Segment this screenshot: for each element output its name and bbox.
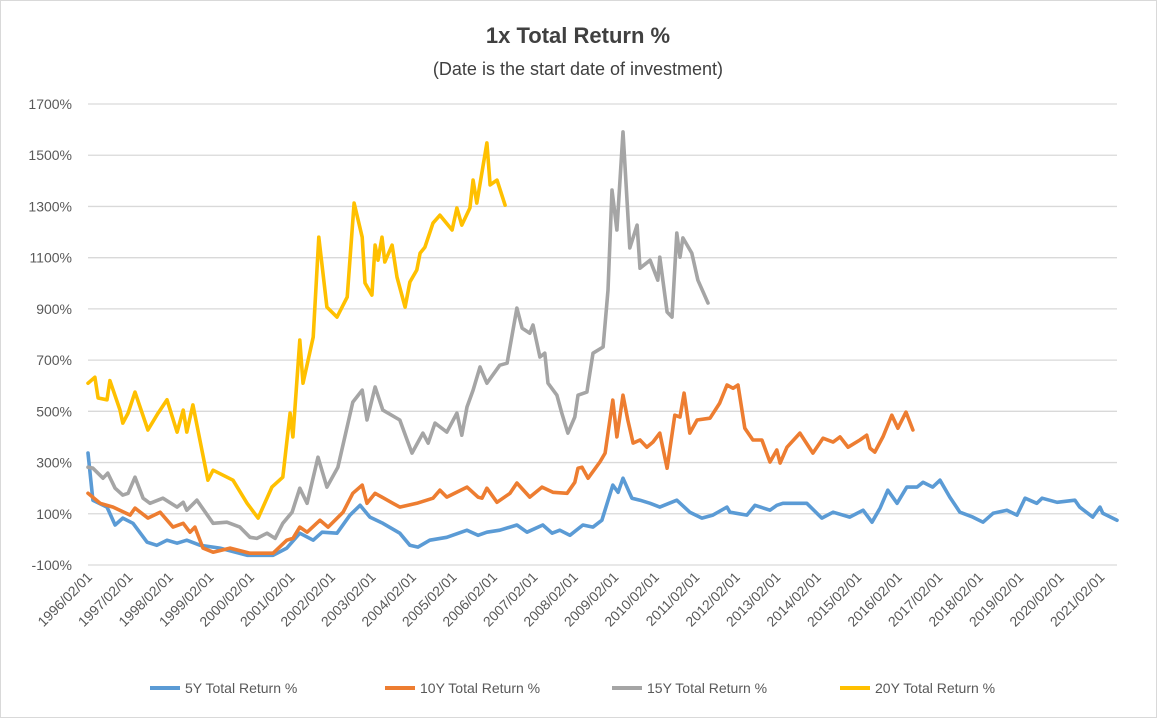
legend-label: 15Y Total Return % [647, 680, 767, 696]
legend-item: 10Y Total Return % [385, 680, 540, 696]
series-lines [86, 130, 1119, 558]
chart-subtitle: (Date is the start date of investment) [433, 59, 723, 79]
legend-label: 10Y Total Return % [420, 680, 540, 696]
y-tick-label: 500% [36, 403, 72, 419]
legend-label: 5Y Total Return % [185, 680, 297, 696]
legend-item: 5Y Total Return % [150, 680, 297, 696]
y-tick-label: 900% [36, 301, 72, 317]
y-tick-label: 700% [36, 352, 72, 368]
legend-item: 20Y Total Return % [840, 680, 995, 696]
series-line-4 [86, 141, 507, 520]
y-tick-label: 300% [36, 455, 72, 471]
y-tick-label: 1300% [28, 198, 72, 214]
legend-item: 15Y Total Return % [612, 680, 767, 696]
gridlines [88, 103, 1117, 566]
series-line-2 [86, 383, 915, 555]
x-axis: 1996/02/011997/02/011998/02/011999/02/01… [34, 569, 1107, 630]
y-tick-label: 100% [36, 506, 72, 522]
y-tick-label: -100% [32, 557, 72, 573]
y-tick-label: 1100% [29, 250, 72, 266]
series-line-1 [86, 451, 1119, 558]
chart-title: 1x Total Return % [486, 23, 670, 48]
y-tick-label: 1500% [28, 147, 72, 163]
y-axis: -100% 100% 300% 500% 700% 900% 1100% 1300% 1500%… [28, 96, 72, 573]
legend-label: 20Y Total Return % [875, 680, 995, 696]
legend: 5Y Total Return % 10Y Total Return % 15Y T… [150, 680, 995, 696]
y-tick-label: 1700% [28, 96, 72, 112]
series-line-3 [86, 130, 710, 541]
